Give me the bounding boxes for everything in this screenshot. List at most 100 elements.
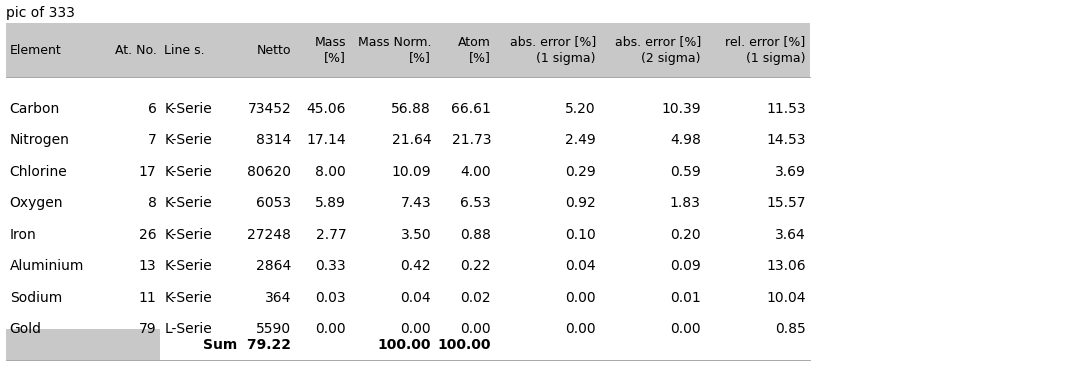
Text: 10.09: 10.09 [392, 165, 431, 179]
Text: rel. error [%]
(1 sigma): rel. error [%] (1 sigma) [725, 36, 806, 65]
Text: 100.00: 100.00 [438, 338, 491, 352]
Text: K-Serie: K-Serie [165, 259, 212, 273]
Text: 6: 6 [147, 102, 156, 116]
Text: 0.00: 0.00 [670, 322, 700, 336]
Text: 21.64: 21.64 [392, 133, 431, 147]
Text: At. No.: At. No. [115, 43, 156, 57]
Text: 10.04: 10.04 [766, 291, 806, 305]
Text: 0.20: 0.20 [670, 228, 700, 242]
Text: 0.29: 0.29 [565, 165, 596, 179]
Text: Aluminium: Aluminium [10, 259, 84, 273]
Text: 0.59: 0.59 [670, 165, 700, 179]
Text: abs. error [%]
(2 sigma): abs. error [%] (2 sigma) [614, 36, 700, 65]
Text: 2864: 2864 [256, 259, 292, 273]
Text: 0.00: 0.00 [565, 291, 596, 305]
Text: 0.03: 0.03 [315, 291, 346, 305]
Text: 0.00: 0.00 [315, 322, 346, 336]
Bar [100, 329, 160, 361]
Text: 0.33: 0.33 [315, 259, 346, 273]
Text: Iron: Iron [10, 228, 37, 242]
Text: 0.01: 0.01 [670, 291, 700, 305]
Bar [230, 329, 295, 361]
Text: 26: 26 [139, 228, 156, 242]
Text: Element: Element [10, 43, 61, 57]
Text: 0.00: 0.00 [565, 322, 596, 336]
Text: 4.00: 4.00 [461, 165, 491, 179]
Text: 100.00: 100.00 [378, 338, 431, 352]
Text: Netto: Netto [257, 43, 292, 57]
Text: Atom
[%]: Atom [%] [458, 36, 491, 65]
Text: Oxygen: Oxygen [10, 196, 63, 210]
Text: 6.53: 6.53 [461, 196, 491, 210]
Text: K-Serie: K-Serie [165, 165, 212, 179]
Bar [495, 329, 600, 361]
Text: Sum  79.22: Sum 79.22 [203, 338, 292, 352]
Text: 11.53: 11.53 [766, 102, 806, 116]
Text: 10.39: 10.39 [661, 102, 700, 116]
Text: 17.14: 17.14 [307, 133, 346, 147]
Text: Carbon: Carbon [10, 102, 60, 116]
Text: K-Serie: K-Serie [165, 228, 212, 242]
Text: K-Serie: K-Serie [165, 102, 212, 116]
Bar [705, 329, 809, 361]
Text: K-Serie: K-Serie [165, 196, 212, 210]
Text: 0.02: 0.02 [461, 291, 491, 305]
Text: 1.83: 1.83 [670, 196, 700, 210]
Bar [5, 329, 100, 361]
Text: 56.88: 56.88 [392, 102, 431, 116]
Text: 13.06: 13.06 [766, 259, 806, 273]
Text: 0.85: 0.85 [775, 322, 806, 336]
Text: 73452: 73452 [247, 102, 292, 116]
Text: abs. error [%]
(1 sigma): abs. error [%] (1 sigma) [510, 36, 596, 65]
Text: 2.49: 2.49 [565, 133, 596, 147]
Text: 0.92: 0.92 [565, 196, 596, 210]
Text: 15.57: 15.57 [766, 196, 806, 210]
Text: 13: 13 [139, 259, 156, 273]
Text: 66.61: 66.61 [451, 102, 491, 116]
Text: Mass
[%]: Mass [%] [315, 36, 346, 65]
Text: 8.00: 8.00 [315, 165, 346, 179]
Text: 0.00: 0.00 [400, 322, 431, 336]
Text: 7.43: 7.43 [400, 196, 431, 210]
Text: 3.64: 3.64 [775, 228, 806, 242]
Text: Chlorine: Chlorine [10, 165, 68, 179]
Bar [295, 329, 351, 361]
Text: 17: 17 [139, 165, 156, 179]
Text: 14.53: 14.53 [766, 133, 806, 147]
Text: 0.42: 0.42 [400, 259, 431, 273]
Text: 0.04: 0.04 [565, 259, 596, 273]
Text: 3.50: 3.50 [400, 228, 431, 242]
Text: 45.06: 45.06 [307, 102, 346, 116]
Text: 0.09: 0.09 [670, 259, 700, 273]
Text: 4.98: 4.98 [670, 133, 700, 147]
Text: 0.22: 0.22 [461, 259, 491, 273]
Text: 5590: 5590 [256, 322, 292, 336]
Text: K-Serie: K-Serie [165, 291, 212, 305]
Text: 2.77: 2.77 [315, 228, 346, 242]
Text: 8: 8 [147, 196, 156, 210]
Text: 27248: 27248 [247, 228, 292, 242]
Text: 5.89: 5.89 [315, 196, 346, 210]
Text: 364: 364 [265, 291, 292, 305]
Bar [600, 329, 705, 361]
Bar [160, 329, 230, 361]
Text: Sodium: Sodium [10, 291, 62, 305]
Text: pic of 333: pic of 333 [5, 6, 74, 20]
Bar [5, 23, 809, 77]
Text: 0.10: 0.10 [565, 228, 596, 242]
Text: Nitrogen: Nitrogen [10, 133, 70, 147]
Text: Mass Norm.
[%]: Mass Norm. [%] [357, 36, 431, 65]
Text: 0.88: 0.88 [461, 228, 491, 242]
Text: 21.73: 21.73 [452, 133, 491, 147]
Text: Gold: Gold [10, 322, 42, 336]
Text: 0.04: 0.04 [400, 291, 431, 305]
Text: 8314: 8314 [256, 133, 292, 147]
Text: K-Serie: K-Serie [165, 133, 212, 147]
Text: 11: 11 [139, 291, 156, 305]
Bar [435, 329, 495, 361]
Text: 7: 7 [147, 133, 156, 147]
Text: 3.69: 3.69 [775, 165, 806, 179]
Text: 0.00: 0.00 [461, 322, 491, 336]
Text: L-Serie: L-Serie [165, 322, 212, 336]
Bar [351, 329, 435, 361]
